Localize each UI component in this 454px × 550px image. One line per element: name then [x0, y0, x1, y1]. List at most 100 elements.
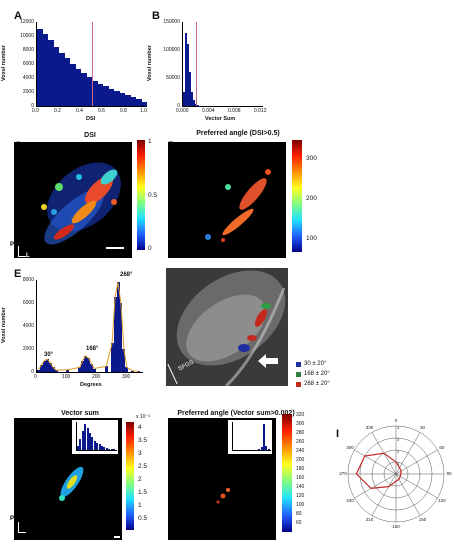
- xtick: 0.000: [176, 108, 189, 114]
- polar-spoke: [371, 473, 397, 516]
- inset-bar: [79, 438, 82, 450]
- histogram-bar: [125, 367, 129, 372]
- histogram-bar: [119, 303, 123, 372]
- peak-label-168: 168°: [86, 346, 99, 352]
- panel-b-xlabel: Vector Sum: [205, 116, 236, 122]
- cbar-tick: 260: [296, 439, 305, 445]
- xtick: 0.4: [76, 108, 83, 114]
- histogram-bar: [141, 101, 147, 106]
- panel-e-fit: [38, 282, 139, 372]
- panel-g-title: Vector sum: [61, 410, 99, 417]
- cbar-tick: 100: [296, 502, 305, 508]
- inset-bar: [89, 433, 91, 450]
- panel-e-bars: [37, 280, 143, 372]
- cbar-tick: 100: [306, 235, 317, 242]
- ytick: 2000: [22, 89, 34, 95]
- panel-a-bars: [37, 22, 147, 106]
- inset-bar: [258, 449, 261, 450]
- inset-bar: [113, 449, 115, 450]
- cbar-tick: 120: [296, 493, 305, 499]
- cbar-tick: 160: [296, 475, 305, 481]
- peak-label-30: 30°: [44, 352, 54, 358]
- ytick: 12000: [20, 19, 34, 25]
- inset-bar: [262, 424, 265, 450]
- polar-spoke: [395, 449, 438, 475]
- dsi-map-image: [14, 142, 132, 258]
- histogram-bar: [75, 68, 81, 106]
- polar-spoke: [395, 473, 438, 499]
- ytick: 150000: [163, 19, 180, 25]
- legend-268: 268 ± 20°: [304, 381, 330, 387]
- preferred-angle-vs-map-image: [168, 418, 276, 540]
- histogram-bar: [70, 64, 76, 106]
- histogram-bar: [92, 368, 96, 372]
- orient-l: L: [28, 528, 32, 534]
- histogram-bar: [183, 92, 185, 106]
- histogram-bar: [187, 44, 189, 106]
- histogram-bar: [189, 72, 191, 106]
- inset-bar: [265, 446, 268, 450]
- polar-angle-label: 300: [346, 444, 354, 450]
- cbar-tick: 0: [148, 245, 152, 252]
- panel-e-chart: [36, 280, 143, 373]
- cbar-tick: 2.5: [138, 463, 148, 470]
- cbar-tick: 300: [306, 155, 317, 162]
- panel-a-chart: [36, 22, 147, 107]
- histogram-bar: [90, 363, 93, 372]
- legend-30: 30 ± 20°: [304, 361, 327, 367]
- inset-bar: [105, 448, 108, 450]
- cbar-tick: 4: [138, 424, 142, 431]
- panel-e-yticks: 8000 6000 4000 2000 0: [8, 277, 34, 375]
- cbar-exp: x 10⁻³: [136, 414, 150, 420]
- histogram-bar: [86, 77, 92, 106]
- ytick: 0: [31, 103, 34, 109]
- anatomy-image: SFGS: [166, 268, 288, 386]
- histogram-bar: [48, 40, 54, 106]
- histogram-bar: [42, 33, 48, 106]
- xtick: 100: [62, 374, 71, 380]
- inset-bar: [84, 424, 87, 450]
- histogram-bar: [137, 371, 141, 372]
- panel-a-yticks: 12000 10000 8000 6000 4000 2000 0: [8, 19, 34, 109]
- cbar-tick: 1: [138, 502, 142, 509]
- histogram-bar: [136, 99, 142, 106]
- polar-spoke: [395, 473, 421, 516]
- histogram-bar: [130, 96, 136, 106]
- cbar-tick: 140: [296, 484, 305, 490]
- panel-label-a: A: [14, 10, 22, 22]
- preferred-angle-map-image: [168, 142, 286, 258]
- anatomy-svg: [176, 270, 286, 386]
- xtick: 0.012: [254, 108, 267, 114]
- histogram-bar: [39, 365, 43, 372]
- histogram-bar: [53, 46, 59, 106]
- polar-plot: [347, 425, 445, 523]
- inset-bar: [93, 440, 96, 450]
- ytick: 2000: [22, 346, 34, 352]
- angle-colorbar: [292, 140, 302, 252]
- histogram-bar: [119, 92, 125, 106]
- polar-angle-label: 60: [439, 444, 445, 450]
- xtick: 0.2: [54, 108, 61, 114]
- panel-g-inset: [72, 420, 118, 454]
- histogram-bar: [103, 86, 109, 106]
- cbar-tick: 0.5: [148, 192, 158, 199]
- histogram-bar: [114, 90, 120, 106]
- histogram-bar: [45, 359, 49, 372]
- vector-sum-svg: [59, 466, 120, 538]
- ytick: 8000: [22, 277, 34, 283]
- histogram-bar: [116, 282, 120, 372]
- polar-angle-label: 0: [394, 418, 398, 423]
- histogram-bar: [131, 370, 135, 372]
- inset-bar: [96, 442, 99, 450]
- histogram-bar: [59, 52, 65, 106]
- histogram-bar: [113, 297, 117, 372]
- panel-b-chart: [182, 22, 263, 107]
- panel-label-i: I: [336, 428, 340, 440]
- histogram-bar: [81, 73, 87, 106]
- xtick: 0.6: [98, 108, 105, 114]
- ytick: 50000: [166, 75, 180, 81]
- panel-b-threshold-line: [196, 22, 197, 106]
- xtick: 0.008: [228, 108, 241, 114]
- cbar-tick: 60: [296, 520, 302, 526]
- polar-ring-label: 1: [397, 461, 400, 466]
